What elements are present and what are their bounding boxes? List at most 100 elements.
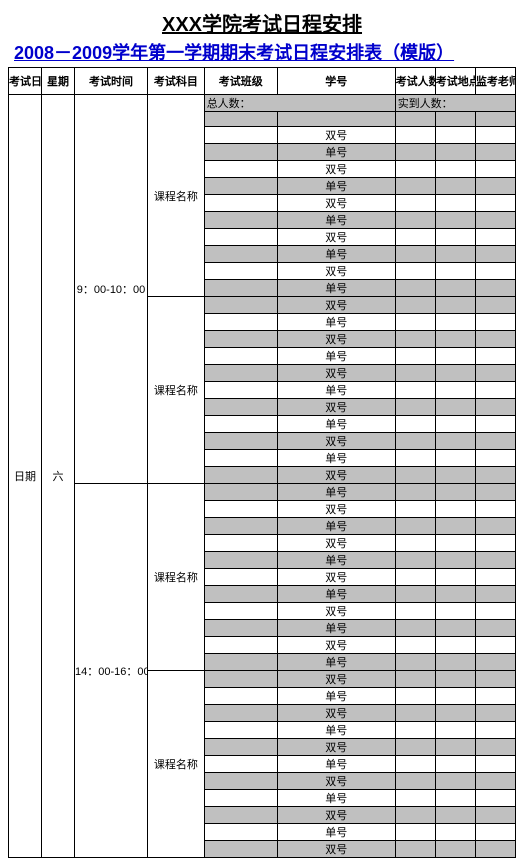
cell-teacher xyxy=(475,348,515,365)
cell-num xyxy=(395,297,435,314)
cell-class xyxy=(204,824,277,841)
cell-loc xyxy=(435,382,475,399)
cell-student-id: 单号 xyxy=(277,518,395,535)
cell-teacher xyxy=(475,501,515,518)
cell-class xyxy=(204,484,277,501)
cell-num xyxy=(395,399,435,416)
hdr-week: 星期 xyxy=(42,68,75,95)
cell-num xyxy=(395,739,435,756)
cell-class xyxy=(204,739,277,756)
schedule-table: 考试日期 星期 考试时间 考试科目 考试班级 学号 考试人数 考试地点 监考老师… xyxy=(8,67,516,858)
cell-class xyxy=(204,722,277,739)
cell-loc xyxy=(435,705,475,722)
cell-student-id: 单号 xyxy=(277,790,395,807)
hdr-class: 考试班级 xyxy=(204,68,277,95)
cell-class xyxy=(204,433,277,450)
cell-loc xyxy=(435,450,475,467)
cell-class xyxy=(204,603,277,620)
cell-loc xyxy=(435,416,475,433)
cell-teacher xyxy=(475,586,515,603)
cell-num xyxy=(395,348,435,365)
cell-num xyxy=(395,433,435,450)
cell-student-id: 双号 xyxy=(277,229,395,246)
cell-class xyxy=(204,450,277,467)
header-row: 考试日期 星期 考试时间 考试科目 考试班级 学号 考试人数 考试地点 监考老师 xyxy=(9,68,516,95)
cell-num xyxy=(395,195,435,212)
cell-loc xyxy=(435,671,475,688)
cell-loc xyxy=(435,314,475,331)
cell-teacher xyxy=(475,569,515,586)
cell-class xyxy=(204,161,277,178)
cell-class xyxy=(204,501,277,518)
cell-student-id: 双号 xyxy=(277,399,395,416)
cell-teacher xyxy=(475,467,515,484)
cell-num xyxy=(395,467,435,484)
cell-teacher xyxy=(475,161,515,178)
cell-num xyxy=(395,552,435,569)
cell-course: 课程名称 xyxy=(148,671,205,858)
cell-class xyxy=(204,280,277,297)
cell-class xyxy=(204,112,277,127)
cell-loc xyxy=(435,229,475,246)
cell-class xyxy=(204,246,277,263)
cell-teacher xyxy=(475,382,515,399)
cell-num xyxy=(395,637,435,654)
cell-teacher xyxy=(475,739,515,756)
cell-course: 课程名称 xyxy=(148,95,205,297)
cell-teacher xyxy=(475,824,515,841)
cell-teacher xyxy=(475,535,515,552)
cell-week: 六 xyxy=(42,95,75,858)
cell-student-id: 单号 xyxy=(277,280,395,297)
cell-student-id: 单号 xyxy=(277,552,395,569)
cell-class xyxy=(204,807,277,824)
table-row: 14：00-16：00课程名称单号 xyxy=(9,484,516,501)
cell-num xyxy=(395,603,435,620)
cell-teacher xyxy=(475,178,515,195)
cell-loc xyxy=(435,569,475,586)
cell-student-id: 双号 xyxy=(277,365,395,382)
hdr-id: 学号 xyxy=(277,68,395,95)
cell-loc xyxy=(435,399,475,416)
cell-teacher xyxy=(475,654,515,671)
cell-teacher xyxy=(475,518,515,535)
cell-teacher xyxy=(475,365,515,382)
cell-student-id: 双号 xyxy=(277,127,395,144)
cell-loc xyxy=(435,195,475,212)
info-row: 日期六9：00-10：00课程名称总人数：实到人数： xyxy=(9,95,516,112)
cell-student-id xyxy=(277,112,395,127)
cell-student-id: 双号 xyxy=(277,263,395,280)
cell-teacher xyxy=(475,637,515,654)
cell-teacher xyxy=(475,807,515,824)
cell-teacher xyxy=(475,603,515,620)
cell-student-id: 双号 xyxy=(277,739,395,756)
cell-num xyxy=(395,790,435,807)
cell-teacher xyxy=(475,195,515,212)
cell-num xyxy=(395,722,435,739)
cell-class xyxy=(204,195,277,212)
cell-class xyxy=(204,518,277,535)
cell-time: 14：00-16：00 xyxy=(75,484,148,858)
cell-class xyxy=(204,365,277,382)
cell-teacher xyxy=(475,450,515,467)
cell-class xyxy=(204,688,277,705)
cell-loc xyxy=(435,790,475,807)
cell-loc xyxy=(435,263,475,280)
cell-num xyxy=(395,705,435,722)
cell-num xyxy=(395,807,435,824)
cell-course: 课程名称 xyxy=(148,484,205,671)
cell-student-id: 双号 xyxy=(277,603,395,620)
cell-class xyxy=(204,314,277,331)
cell-loc xyxy=(435,144,475,161)
cell-student-id: 双号 xyxy=(277,841,395,858)
cell-class xyxy=(204,467,277,484)
cell-loc xyxy=(435,620,475,637)
cell-student-id: 单号 xyxy=(277,450,395,467)
cell-student-id: 双号 xyxy=(277,671,395,688)
hdr-num: 考试人数 xyxy=(395,68,435,95)
cell-student-id: 双号 xyxy=(277,195,395,212)
hdr-course: 考试科目 xyxy=(148,68,205,95)
cell-num xyxy=(395,212,435,229)
cell-student-id: 双号 xyxy=(277,297,395,314)
cell-num xyxy=(395,841,435,858)
cell-class xyxy=(204,756,277,773)
